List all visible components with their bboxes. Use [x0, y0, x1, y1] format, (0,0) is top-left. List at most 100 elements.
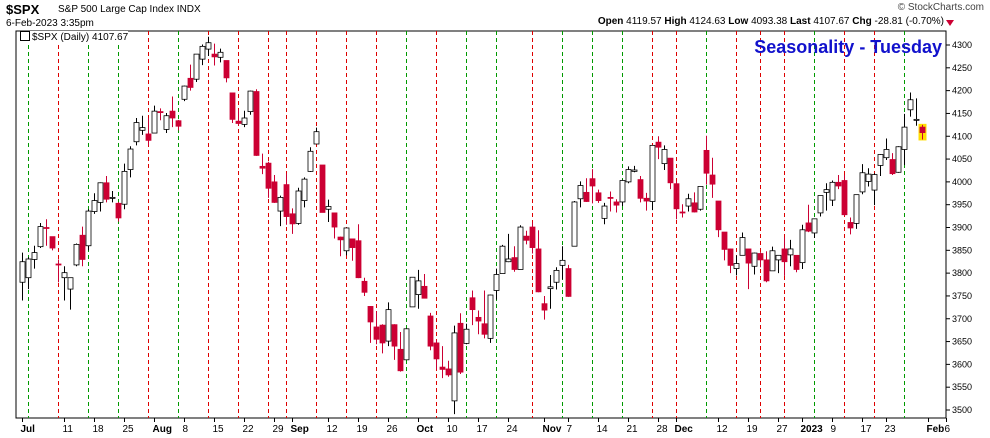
change-value: -28.81 (-0.70%)	[874, 16, 944, 27]
candle-body	[919, 126, 926, 133]
candle-body	[361, 280, 368, 293]
candle-body	[193, 53, 200, 80]
x-tick-label: 19	[747, 424, 759, 435]
candle-body	[127, 148, 134, 170]
candle-body	[475, 316, 482, 322]
candle-body	[199, 45, 206, 60]
candle-body	[217, 51, 224, 58]
candle-body	[853, 194, 860, 224]
candle-body	[613, 201, 620, 206]
x-tick-label: 2023	[801, 424, 824, 435]
candle-body	[121, 170, 128, 205]
candle-body	[379, 324, 386, 344]
candle-body	[55, 263, 62, 266]
candle-body	[703, 149, 710, 174]
candle-body	[415, 280, 422, 295]
y-tick-label: 3750	[952, 291, 972, 301]
candle-body	[115, 202, 122, 219]
candle-body	[295, 190, 302, 224]
candle-body	[451, 332, 458, 402]
candle-body	[847, 222, 854, 229]
last-value: 4107.67	[813, 16, 850, 27]
candle-body	[73, 243, 80, 266]
down-arrow-icon	[946, 20, 954, 26]
candle-body	[835, 181, 842, 187]
x-tick-label: 28	[657, 424, 669, 435]
candle-body	[625, 169, 632, 183]
candle-body	[409, 276, 416, 308]
candle-body	[817, 195, 824, 214]
candle-body	[631, 169, 638, 172]
legend-text: $SPX (Daily) 4107.67	[32, 32, 129, 43]
x-tick-label: 25	[123, 424, 135, 435]
candle-body	[661, 149, 668, 165]
x-tick-label: 17	[477, 424, 489, 435]
candle-body	[445, 368, 452, 376]
candle-body	[397, 348, 404, 372]
candle-body	[355, 240, 362, 279]
candle-body	[19, 261, 26, 283]
candle-body	[583, 191, 590, 202]
x-tick-label: 14	[597, 424, 609, 435]
candle-body	[799, 229, 806, 264]
ticker-symbol[interactable]: $SPX	[6, 2, 40, 17]
candle-body	[133, 122, 140, 143]
high-label: High	[664, 16, 687, 27]
candle-body	[757, 253, 764, 261]
candle-body	[823, 189, 830, 193]
chart-title: Seasonality - Tuesday	[754, 37, 942, 57]
candle-body	[25, 258, 32, 279]
candle-body	[241, 117, 248, 125]
candle-body	[331, 212, 338, 228]
candle-body	[889, 159, 896, 175]
candle-body	[907, 99, 914, 111]
candle-body	[61, 272, 68, 279]
candle-body	[223, 60, 230, 79]
candle-body	[151, 110, 158, 134]
candle-body	[493, 274, 500, 291]
candle-body	[727, 248, 734, 266]
x-tick-label: 29	[273, 424, 285, 435]
candle-body	[829, 181, 836, 201]
candle-body	[289, 213, 296, 225]
x-tick-label: Dec	[675, 424, 694, 435]
candle-body	[565, 268, 572, 297]
candle-body	[79, 234, 86, 260]
y-tick-label: 4150	[952, 108, 972, 118]
open-value: 4119.57	[626, 16, 662, 27]
candle-body	[697, 186, 704, 210]
candle-body	[811, 218, 818, 234]
candle-body	[277, 196, 284, 212]
candle-body	[271, 181, 278, 203]
candle-body	[499, 245, 506, 274]
x-tick-label: Aug	[153, 424, 172, 435]
candle-body	[673, 183, 680, 210]
candle-body	[439, 366, 446, 370]
candle-body	[349, 238, 356, 248]
y-tick-label: 3700	[952, 314, 972, 324]
candle-body	[523, 235, 530, 241]
candle-body	[547, 286, 554, 290]
candle-body	[883, 149, 890, 159]
candle-body	[175, 120, 182, 127]
last-label: Last	[790, 16, 811, 27]
x-tick-label: 10	[447, 424, 459, 435]
candle-body	[529, 226, 536, 248]
x-tick-label: Jul	[21, 424, 36, 435]
candle-body	[319, 164, 326, 213]
stockcharts-credit[interactable]: © StockCharts.com	[897, 2, 984, 13]
candle-body	[511, 257, 518, 270]
x-tick-label: 6	[945, 424, 951, 435]
candle-body	[433, 342, 440, 360]
low-label: Low	[728, 16, 749, 27]
candle-body	[235, 120, 242, 124]
y-tick-label: 4000	[952, 177, 972, 187]
candle-body	[643, 197, 650, 202]
candle-body	[745, 248, 752, 264]
candle-body	[685, 198, 692, 207]
x-tick-label: 24	[507, 424, 519, 435]
candle-body	[541, 303, 548, 311]
candle-body	[805, 222, 812, 232]
candle-body	[607, 196, 614, 199]
